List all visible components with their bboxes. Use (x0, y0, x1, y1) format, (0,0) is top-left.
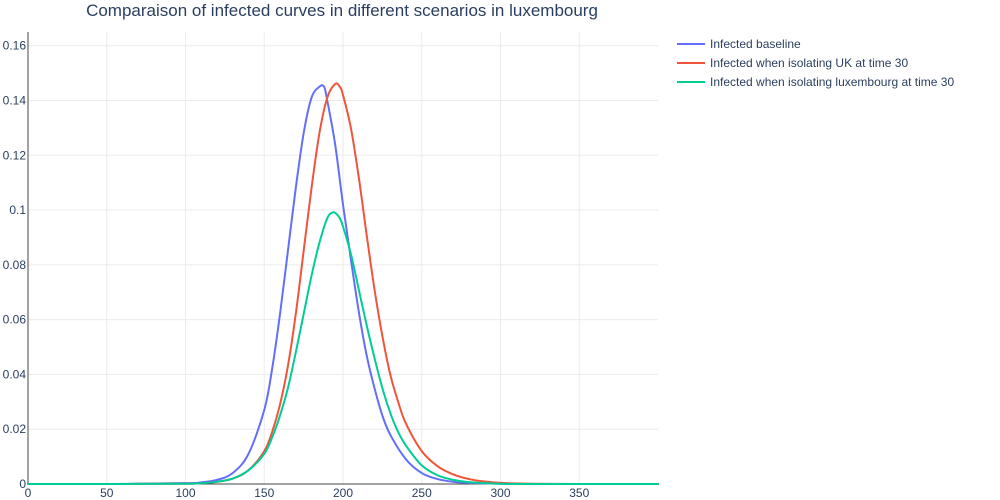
x-tick-label: 0 (25, 486, 32, 500)
grid (27, 32, 658, 485)
series-line-3 (27, 211, 659, 486)
legend-item-1[interactable]: Infected baseline (677, 37, 801, 51)
x-tick-label: 250 (412, 486, 432, 500)
series-line-1 (27, 84, 659, 486)
legend-label: Infected when isolating luxembourg at ti… (710, 75, 954, 89)
legend-item-3[interactable]: Infected when isolating luxembourg at ti… (677, 75, 954, 89)
y-tick-label: 0.02 (3, 422, 27, 436)
y-tick-label: 0.14 (3, 93, 27, 107)
legend[interactable]: Infected baseline Infected when isolating… (677, 37, 954, 89)
y-tick-label: 0.06 (3, 313, 27, 327)
x-tick-label: 200 (333, 486, 353, 500)
y-tick-label: 0 (19, 477, 26, 491)
x-tick-label: 150 (254, 486, 274, 500)
chart-title: Comparaison of infected curves in differ… (86, 1, 598, 20)
y-tick-label: 0.1 (9, 203, 26, 217)
x-tick-label: 350 (569, 486, 589, 500)
legend-label: Infected baseline (710, 37, 801, 51)
x-tick-label: 50 (100, 486, 114, 500)
y-tick-label: 0.04 (3, 367, 27, 381)
plot-area (27, 82, 659, 486)
x-tick-label: 100 (175, 486, 195, 500)
y-tick-label: 0.08 (3, 258, 27, 272)
axes: 0 0.02 0.04 0.06 0.08 0.1 0.12 0.14 0.16 0 50 100 15… (3, 39, 590, 500)
legend-label: Infected when isolating UK at time 30 (710, 56, 908, 70)
legend-item-2[interactable]: Infected when isolating UK at time 30 (677, 56, 908, 70)
y-tick-label: 0.12 (3, 148, 27, 162)
y-tick-label: 0.16 (3, 39, 27, 53)
x-tick-label: 300 (490, 486, 510, 500)
